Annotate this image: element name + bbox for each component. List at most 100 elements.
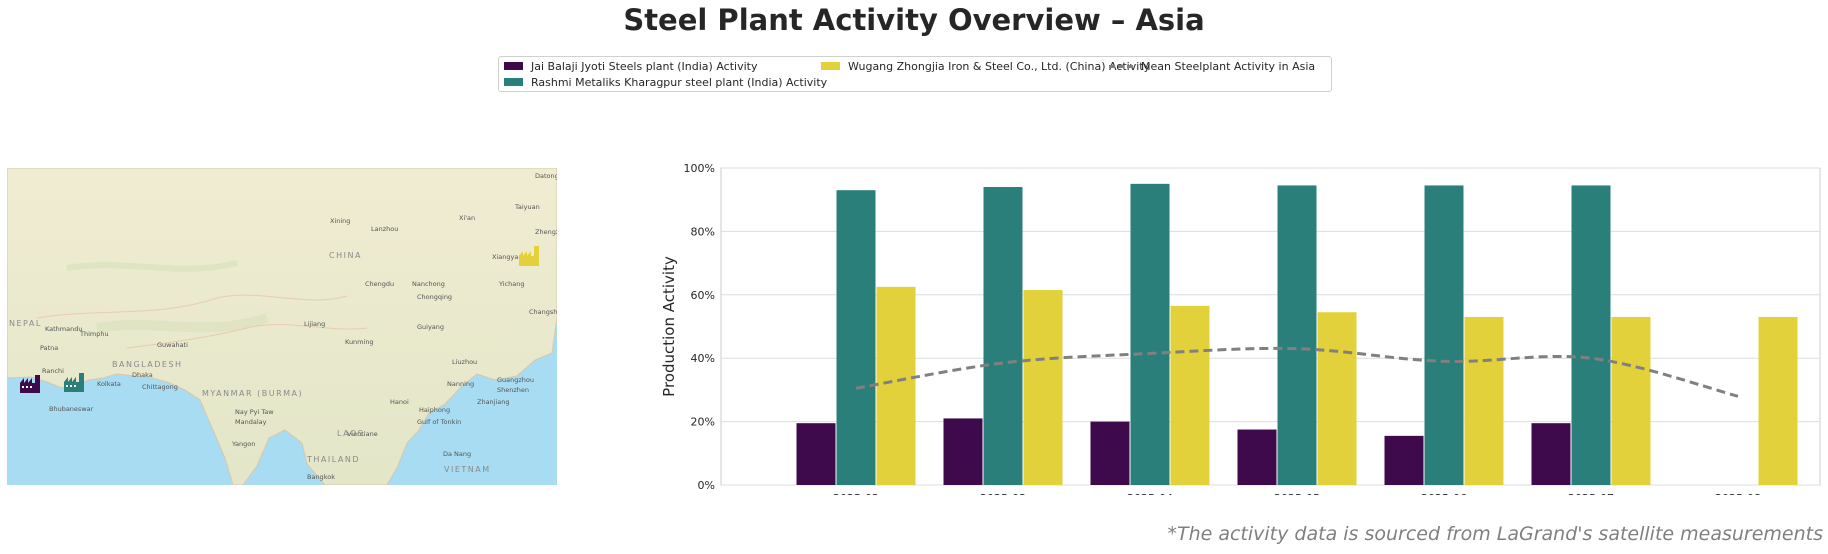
legend: Jai Balaji Jyoti Steels plant (India) Ac… bbox=[498, 56, 1332, 92]
bar-wugang bbox=[1758, 316, 1798, 485]
x-tick-label: 2025-05 bbox=[1274, 492, 1320, 495]
x-tick-label: 2025-04 bbox=[1127, 492, 1173, 495]
x-tick-label: 2025-02 bbox=[833, 492, 879, 495]
bar-wugang bbox=[1170, 305, 1210, 485]
bar-jai bbox=[1384, 435, 1424, 485]
bar-rashmi bbox=[1424, 185, 1464, 485]
map-label: CHINA bbox=[329, 251, 362, 260]
bar-jai bbox=[796, 423, 836, 485]
map-label: Chittagong bbox=[142, 383, 178, 391]
chart-title: Steel Plant Activity Overview – Asia bbox=[623, 3, 1205, 37]
map-label: Taiyuan bbox=[514, 203, 540, 211]
bar-rashmi bbox=[1571, 185, 1611, 485]
map-label: Datong bbox=[535, 172, 557, 180]
bar-wugang bbox=[1464, 316, 1504, 485]
map-label: Mandalay bbox=[235, 418, 267, 426]
map-label: Thimphu bbox=[79, 330, 109, 338]
map-labels: Datong Taiyuan Zhengzhou Xi'an Lanzhou Xining… bbox=[9, 172, 557, 481]
legend-item-wugang: Wugang Zhongjia Iron & Steel Co., Ltd. (… bbox=[821, 58, 1150, 74]
map-label: VIETNAM bbox=[444, 465, 491, 474]
map-label: Xiangyang bbox=[492, 253, 527, 261]
bar-rashmi bbox=[836, 190, 876, 485]
map-label: Guiyang bbox=[417, 323, 444, 331]
bar-jai bbox=[1237, 429, 1277, 485]
map-label: Chongqing bbox=[417, 293, 452, 301]
factory-icon-rashmi bbox=[64, 373, 84, 392]
map-label: Vientiane bbox=[347, 430, 378, 438]
map-label: Lijiang bbox=[304, 320, 325, 328]
legend-swatch-jai bbox=[504, 62, 523, 70]
map-label: Zhanjiang bbox=[477, 398, 510, 406]
map-label: NEPAL bbox=[9, 319, 42, 328]
map-label: Yichang bbox=[498, 280, 524, 288]
legend-item-jai: Jai Balaji Jyoti Steels plant (India) Ac… bbox=[504, 58, 757, 74]
map-label: Zhengzhou bbox=[535, 228, 557, 236]
bar-rashmi bbox=[1130, 183, 1170, 485]
map-label: Guwahati bbox=[157, 341, 188, 349]
map-label: Nanchong bbox=[412, 280, 445, 288]
map-label: Gulf of Tonkin bbox=[417, 418, 461, 426]
map-label: Kolkata bbox=[97, 380, 121, 388]
map-label: Ranchi bbox=[42, 367, 64, 375]
map-label: Liuzhou bbox=[452, 358, 477, 366]
bar-wugang bbox=[1611, 316, 1651, 485]
map-label: Kunming bbox=[345, 338, 374, 346]
bar-wugang bbox=[1317, 312, 1357, 485]
map-land bbox=[7, 168, 557, 485]
legend-swatch-wugang bbox=[821, 62, 840, 70]
map-label: Patna bbox=[40, 344, 58, 352]
map-terrain-band bbox=[66, 260, 238, 272]
map-svg: Datong Taiyuan Zhengzhou Xi'an Lanzhou Xining… bbox=[7, 168, 557, 485]
map-label: Yangon bbox=[231, 440, 255, 448]
map-label: Lanzhou bbox=[371, 225, 398, 233]
map-label: Bhubaneswar bbox=[49, 405, 94, 413]
map-label: Da Nang bbox=[443, 450, 471, 458]
bar-wugang bbox=[1023, 290, 1063, 485]
y-tick-label: 100% bbox=[684, 162, 715, 175]
map-label: Kathmandu bbox=[45, 325, 82, 333]
x-tick-label: 2025-06 bbox=[1421, 492, 1467, 495]
legend-label-rashmi: Rashmi Metaliks Kharagpur steel plant (I… bbox=[531, 75, 828, 89]
factory-icon-wugang bbox=[519, 246, 539, 266]
x-tick-label: 2025-03 bbox=[980, 492, 1026, 495]
map-label: Shenzhen bbox=[497, 386, 529, 394]
x-tick-label: 2025-07 bbox=[1568, 492, 1614, 495]
map-panel: Datong Taiyuan Zhengzhou Xi'an Lanzhou Xining… bbox=[7, 168, 557, 485]
legend-item-mean: Mean Steelplant Activity in Asia bbox=[1109, 58, 1315, 74]
bar-rashmi bbox=[983, 187, 1023, 485]
map-label: Guangzhou bbox=[497, 376, 534, 384]
y-tick-label: 40% bbox=[691, 352, 715, 365]
y-axis-label: Production Activity bbox=[660, 256, 678, 397]
map-label: THAILAND bbox=[306, 455, 360, 464]
legend-label-jai: Jai Balaji Jyoti Steels plant (India) Ac… bbox=[531, 59, 758, 73]
bar-jai bbox=[1531, 423, 1571, 485]
map-label: Bangkok bbox=[307, 473, 335, 481]
map-label: Haiphong bbox=[419, 406, 450, 414]
bar-wugang bbox=[876, 286, 916, 485]
y-tick-label: 0% bbox=[698, 479, 715, 492]
map-border-line bbox=[36, 294, 348, 319]
map-border-line bbox=[126, 323, 368, 349]
legend-label-mean: Mean Steelplant Activity in Asia bbox=[1141, 59, 1316, 73]
map-label: Hanoi bbox=[390, 398, 409, 406]
map-label: Dhaka bbox=[132, 371, 153, 379]
bar-jai bbox=[943, 418, 983, 485]
factory-icon-jai bbox=[20, 375, 40, 393]
y-tick-label: 20% bbox=[691, 416, 715, 429]
x-tick-label: 2025-08 bbox=[1715, 492, 1761, 495]
map-label: Nanning bbox=[447, 380, 474, 388]
legend-item-rashmi: Rashmi Metaliks Kharagpur steel plant (I… bbox=[504, 74, 827, 90]
legend-swatch-mean bbox=[1109, 64, 1133, 68]
map-label: Nay Pyi Taw bbox=[235, 408, 274, 416]
map-label: Changsha bbox=[529, 308, 557, 316]
y-tick-label: 80% bbox=[691, 225, 715, 238]
bar-rashmi bbox=[1277, 185, 1317, 485]
map-label: Xi'an bbox=[459, 214, 475, 222]
map-label: LAOS bbox=[337, 429, 364, 438]
map-label: MYANMAR (BURMA) bbox=[202, 389, 303, 398]
map-label: Xining bbox=[330, 217, 350, 225]
chart-panel: 0% 20% 40% 60% 80% 100% Production Activity 202… bbox=[640, 160, 1828, 505]
map-label: BANGLADESH bbox=[112, 360, 183, 369]
y-tick-label: 60% bbox=[691, 289, 715, 302]
legend-swatch-rashmi bbox=[504, 78, 523, 86]
